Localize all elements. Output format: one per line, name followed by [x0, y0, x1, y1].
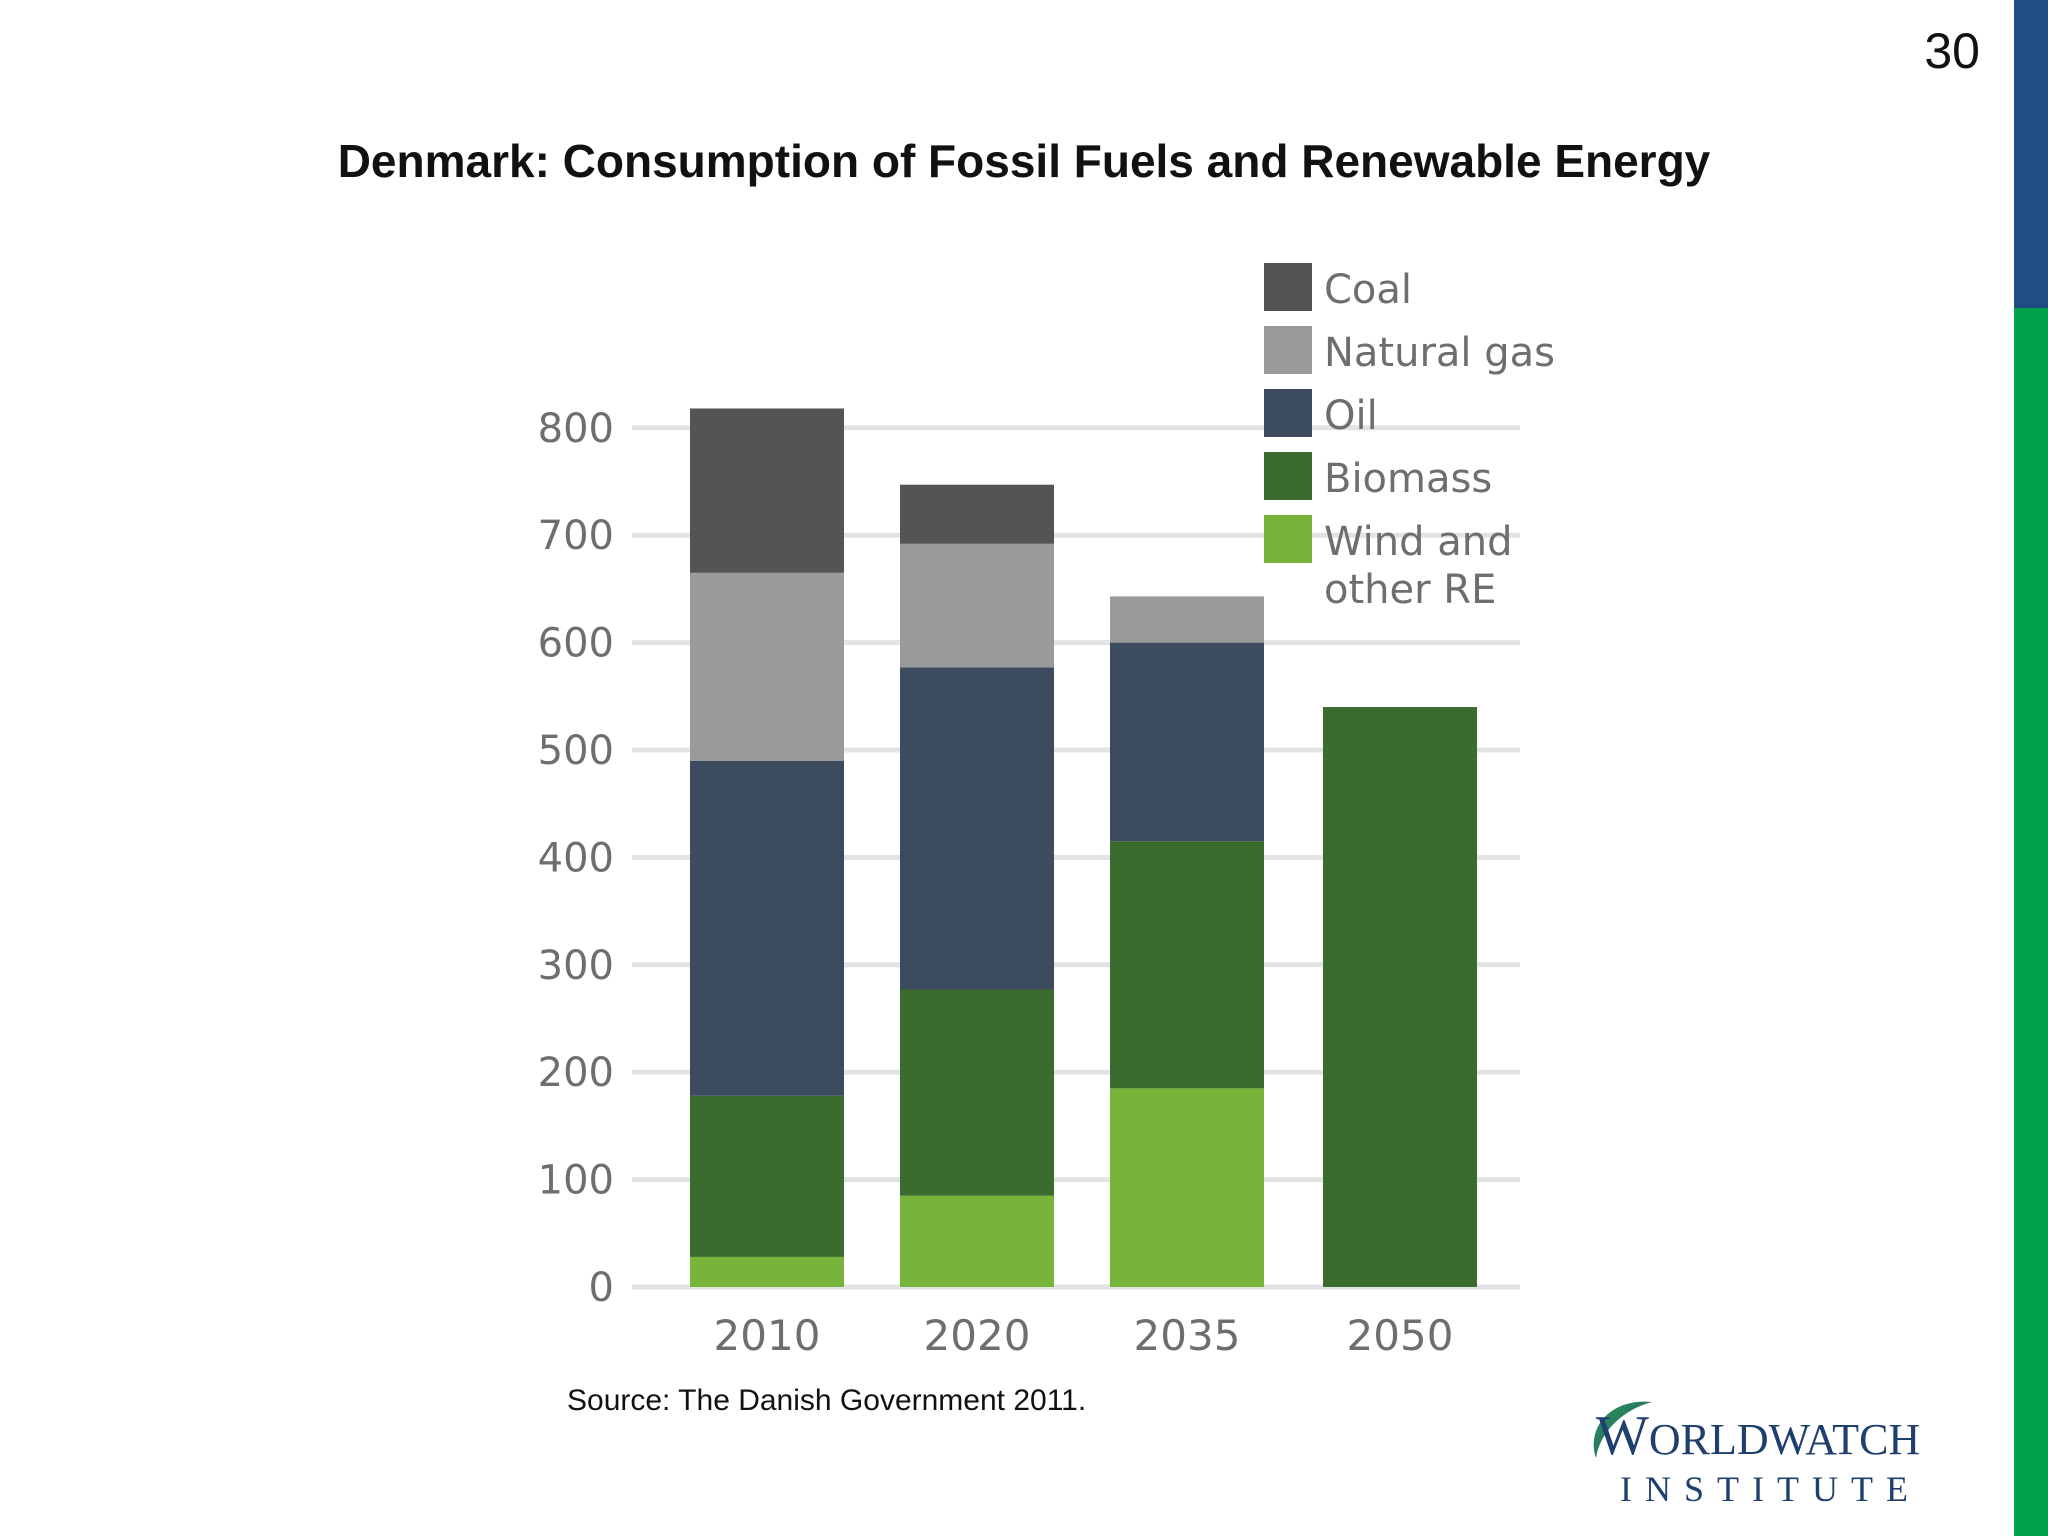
side-accent-blue — [2014, 0, 2048, 308]
y-tick-label-400: 400 — [538, 835, 614, 881]
y-tick-label-700: 700 — [538, 513, 614, 559]
logo-line-2: INSTITUTE — [1620, 1469, 1921, 1509]
legend-swatch-wind-and-other-re — [1264, 515, 1312, 563]
bar-2010-natural-gas — [690, 572, 844, 761]
bars — [690, 408, 1477, 1287]
bar-2020-oil — [900, 667, 1054, 990]
bar-2010-oil — [690, 760, 844, 1096]
legend-swatch-biomass — [1264, 452, 1312, 500]
y-tick-label-200: 200 — [538, 1050, 614, 1096]
bar-2035-biomass — [1110, 841, 1264, 1089]
y-axis: 0 100 200 300 400 500 600 700 800 — [538, 406, 614, 1311]
legend-label-natural-gas: Natural gas — [1324, 330, 1555, 376]
slide-title: Denmark: Consumption of Fossil Fuels and… — [337, 135, 1711, 187]
bar-2020-biomass — [900, 989, 1054, 1196]
bar-2020-coal — [900, 484, 1054, 544]
bar-2010-biomass — [690, 1095, 844, 1257]
bar-2035-wind-and-other-re — [1110, 1088, 1264, 1287]
legend-label-oil: Oil — [1324, 393, 1378, 439]
legend-swatch-natural-gas — [1264, 326, 1312, 374]
source-note: Source: The Danish Government 2011. — [567, 1384, 1087, 1417]
x-tick-label-2035: 2035 — [1134, 1311, 1241, 1360]
x-tick-label-2020: 2020 — [924, 1311, 1031, 1360]
page-number: 30 — [1924, 23, 1980, 79]
globe-swirl-icon — [1593, 1401, 1652, 1458]
legend-label-wind-and-other-re-line2: other RE — [1324, 567, 1496, 613]
side-accent-bar — [2014, 0, 2048, 1536]
logo-line-1: WORLDWATCH — [1596, 1405, 1921, 1467]
bar-2020-wind-and-other-re — [900, 1195, 1054, 1287]
legend-label-wind-and-other-re: Wind and — [1324, 519, 1513, 565]
bar-2050-biomass — [1323, 707, 1477, 1287]
x-tick-label-2050: 2050 — [1347, 1311, 1454, 1360]
bar-2020-natural-gas — [900, 543, 1054, 668]
bar-2010-coal — [690, 408, 844, 573]
y-tick-label-0: 0 — [589, 1265, 614, 1311]
y-tick-label-800: 800 — [538, 406, 614, 452]
y-tick-label-100: 100 — [538, 1158, 614, 1204]
bar-2010-wind-and-other-re — [690, 1256, 844, 1287]
legend-label-biomass: Biomass — [1324, 456, 1492, 502]
legend-swatch-oil — [1264, 389, 1312, 437]
side-accent-green — [2014, 308, 2048, 1536]
y-tick-label-300: 300 — [538, 943, 614, 989]
y-tick-label-600: 600 — [538, 621, 614, 667]
x-axis: 2010 2020 2035 2050 — [714, 1311, 1454, 1360]
x-tick-label-2010: 2010 — [714, 1311, 821, 1360]
worldwatch-logo: WORLDWATCH INSTITUTE — [1582, 1396, 1932, 1516]
legend-label-coal: Coal — [1324, 267, 1412, 313]
bar-2035-natural-gas — [1110, 596, 1264, 643]
bar-2035-oil — [1110, 642, 1264, 842]
y-tick-label-500: 500 — [538, 728, 614, 774]
legend-swatch-coal — [1264, 263, 1312, 311]
